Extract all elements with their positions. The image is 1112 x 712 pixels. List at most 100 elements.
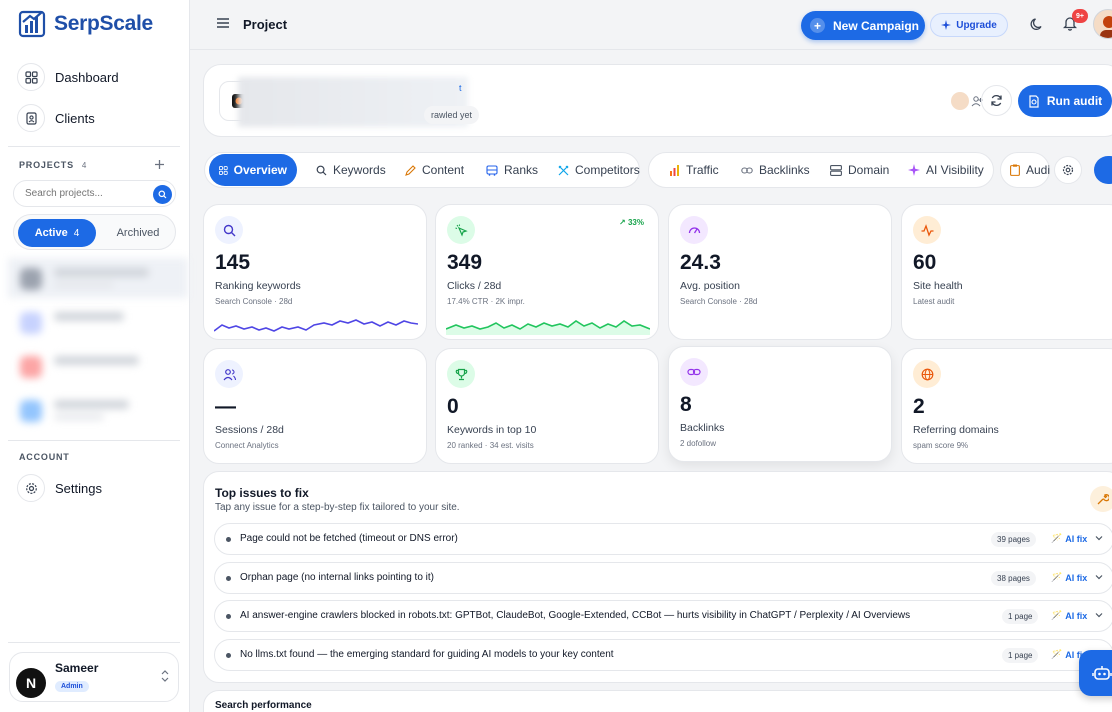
- tab-archived-projects[interactable]: Archived: [116, 227, 160, 239]
- metric-subtitle: Search Console · 28d: [680, 297, 758, 306]
- tab-label: Keywords: [333, 163, 386, 177]
- tab-keywords[interactable]: Keywords: [306, 154, 396, 186]
- refresh-button[interactable]: [981, 85, 1012, 116]
- issue-row[interactable]: AI answer-engine crawlers blocked in rob…: [214, 600, 1112, 632]
- sidebar-item-clients[interactable]: Clients: [17, 104, 95, 132]
- issue-row[interactable]: Orphan page (no internal links pointing …: [214, 562, 1112, 594]
- metric-card-site-health[interactable]: 60 Site health Latest audit: [901, 204, 1112, 340]
- ai-fix-label: AI fix: [1065, 572, 1088, 583]
- fix-tools-button[interactable]: [1090, 486, 1112, 512]
- menu-icon[interactable]: [216, 17, 230, 29]
- ai-fix-label: AI fix: [1065, 533, 1088, 544]
- issue-text: AI answer-engine crawlers blocked in rob…: [240, 610, 911, 621]
- tab-traffic[interactable]: Traffic: [659, 154, 729, 186]
- swords-icon: [558, 165, 569, 175]
- run-audit-button[interactable]: Run audit: [1018, 85, 1112, 117]
- section-title: Search performance: [215, 700, 312, 711]
- moon-icon[interactable]: [1030, 17, 1044, 31]
- metric-label: Sessions / 28d: [215, 424, 284, 436]
- tab-domain[interactable]: Domain: [820, 154, 899, 186]
- search-input[interactable]: [25, 188, 145, 199]
- metric-value: 145: [215, 251, 251, 274]
- sidebar-item-label: Dashboard: [55, 69, 119, 85]
- chevron-down-icon[interactable]: [1095, 534, 1103, 542]
- dashboard-icon: [17, 63, 45, 91]
- tab-label: Traffic: [686, 163, 719, 177]
- tab-backlinks[interactable]: Backlinks: [731, 154, 820, 186]
- tab-audit[interactable]: Audi: [1000, 154, 1050, 186]
- user-menu[interactable]: N Sameer Admin: [9, 652, 179, 702]
- active-count: 4: [73, 227, 80, 239]
- add-project-button[interactable]: [154, 157, 165, 174]
- metric-label: Ranking keywords: [215, 280, 301, 292]
- tab-label: Competitors: [575, 163, 640, 177]
- project-item[interactable]: [8, 258, 188, 298]
- search-icon: [316, 165, 327, 175]
- crawl-status: rawled yet: [424, 106, 480, 124]
- issue-text: Page could not be fetched (timeout or DN…: [240, 533, 458, 544]
- project-item[interactable]: [8, 346, 188, 386]
- project-item[interactable]: [8, 390, 188, 430]
- metric-subtitle: Latest audit: [913, 297, 955, 306]
- ai-fix-button[interactable]: 🪄 AI fix: [1051, 533, 1087, 544]
- project-header-card: t rawled yet Run audit: [203, 64, 1112, 137]
- sparkline: [446, 320, 650, 335]
- grid-icon: [219, 165, 228, 175]
- metric-card-sessions[interactable]: — Sessions / 28d Connect Analytics: [203, 348, 427, 464]
- assistant-button[interactable]: [1079, 650, 1112, 696]
- top-issues-card: Top issues to fix Tap any issue for a st…: [203, 471, 1112, 683]
- chevron-down-icon[interactable]: [1095, 611, 1103, 619]
- metric-label: Avg. position: [680, 280, 740, 292]
- ai-fix-button[interactable]: 🪄 AI fix: [1051, 649, 1087, 660]
- brand-logo[interactable]: SerpScale: [18, 10, 153, 38]
- wand-icon: 🪄: [1051, 533, 1063, 543]
- upgrade-button[interactable]: Upgrade: [930, 13, 1008, 37]
- bullet-icon: [226, 537, 231, 542]
- tab-settings-button[interactable]: [1054, 156, 1082, 184]
- metric-label: Site health: [913, 280, 963, 292]
- new-campaign-label: New Campaign: [833, 18, 920, 33]
- tab-group-audit: [1000, 152, 1050, 188]
- tab-active-projects[interactable]: Active 4: [18, 219, 96, 247]
- chevron-down-icon[interactable]: [1095, 573, 1103, 581]
- issue-row[interactable]: Page could not be fetched (timeout or DN…: [214, 523, 1112, 555]
- avatar[interactable]: [951, 92, 969, 110]
- globe-icon: [913, 360, 941, 388]
- tab-ai-visibility[interactable]: AI Visibility: [898, 154, 994, 186]
- metric-card-clicks[interactable]: ↗ 33% 349 Clicks / 28d 17.4% CTR · 2K im…: [435, 204, 659, 340]
- bullet-icon: [226, 614, 231, 619]
- tab-ranks[interactable]: Ranks: [476, 154, 548, 186]
- trend-badge: ↗ 33%: [619, 218, 644, 227]
- ai-fix-button[interactable]: 🪄 AI fix: [1051, 610, 1087, 621]
- issue-row[interactable]: No llms.txt found — the emerging standar…: [214, 639, 1112, 671]
- metric-card-avg-position[interactable]: 24.3 Avg. position Search Console · 28d: [668, 204, 892, 340]
- avatar[interactable]: [1093, 9, 1112, 39]
- sidebar: SerpScale Dashboard Clients PROJECTS 4 A…: [0, 0, 190, 712]
- sidebar-item-settings[interactable]: Settings: [17, 474, 102, 502]
- tab-extra-button[interactable]: [1094, 156, 1112, 184]
- metric-card-keywords-top10[interactable]: 0 Keywords in top 10 20 ranked · 34 est.…: [435, 348, 659, 464]
- metric-label: Backlinks: [680, 422, 725, 434]
- search-icon: [158, 190, 167, 199]
- tab-content[interactable]: Content: [395, 154, 474, 186]
- metric-card-ranking-keywords[interactable]: 145 Ranking keywords Search Console · 28…: [203, 204, 427, 340]
- link-icon: [741, 166, 753, 174]
- tab-label: AI Visibility: [926, 163, 984, 177]
- plus-icon: [155, 160, 164, 169]
- metric-value: —: [215, 395, 236, 418]
- tab-label: Content: [422, 163, 465, 177]
- tab-competitors[interactable]: Competitors: [548, 154, 650, 186]
- metric-card-backlinks[interactable]: 8 Backlinks 2 dofollow: [668, 346, 892, 462]
- project-item[interactable]: [8, 302, 188, 342]
- sidebar-item-dashboard[interactable]: Dashboard: [17, 63, 119, 91]
- ai-fix-button[interactable]: 🪄 AI fix: [1051, 572, 1087, 583]
- new-campaign-button[interactable]: + New Campaign: [801, 11, 925, 40]
- section-subtitle: Tap any issue for a step-by-step fix tai…: [215, 502, 460, 513]
- metric-card-referring-domains[interactable]: 2 Referring domains spam score 9%: [901, 348, 1112, 464]
- search-button[interactable]: [153, 185, 172, 204]
- chevron-up-down-icon: [161, 670, 169, 682]
- metric-subtitle: 17.4% CTR · 2K impr.: [447, 297, 525, 306]
- tab-overview[interactable]: Overview: [209, 154, 297, 186]
- project-tag: t: [459, 83, 462, 93]
- metric-subtitle: spam score 9%: [913, 441, 969, 450]
